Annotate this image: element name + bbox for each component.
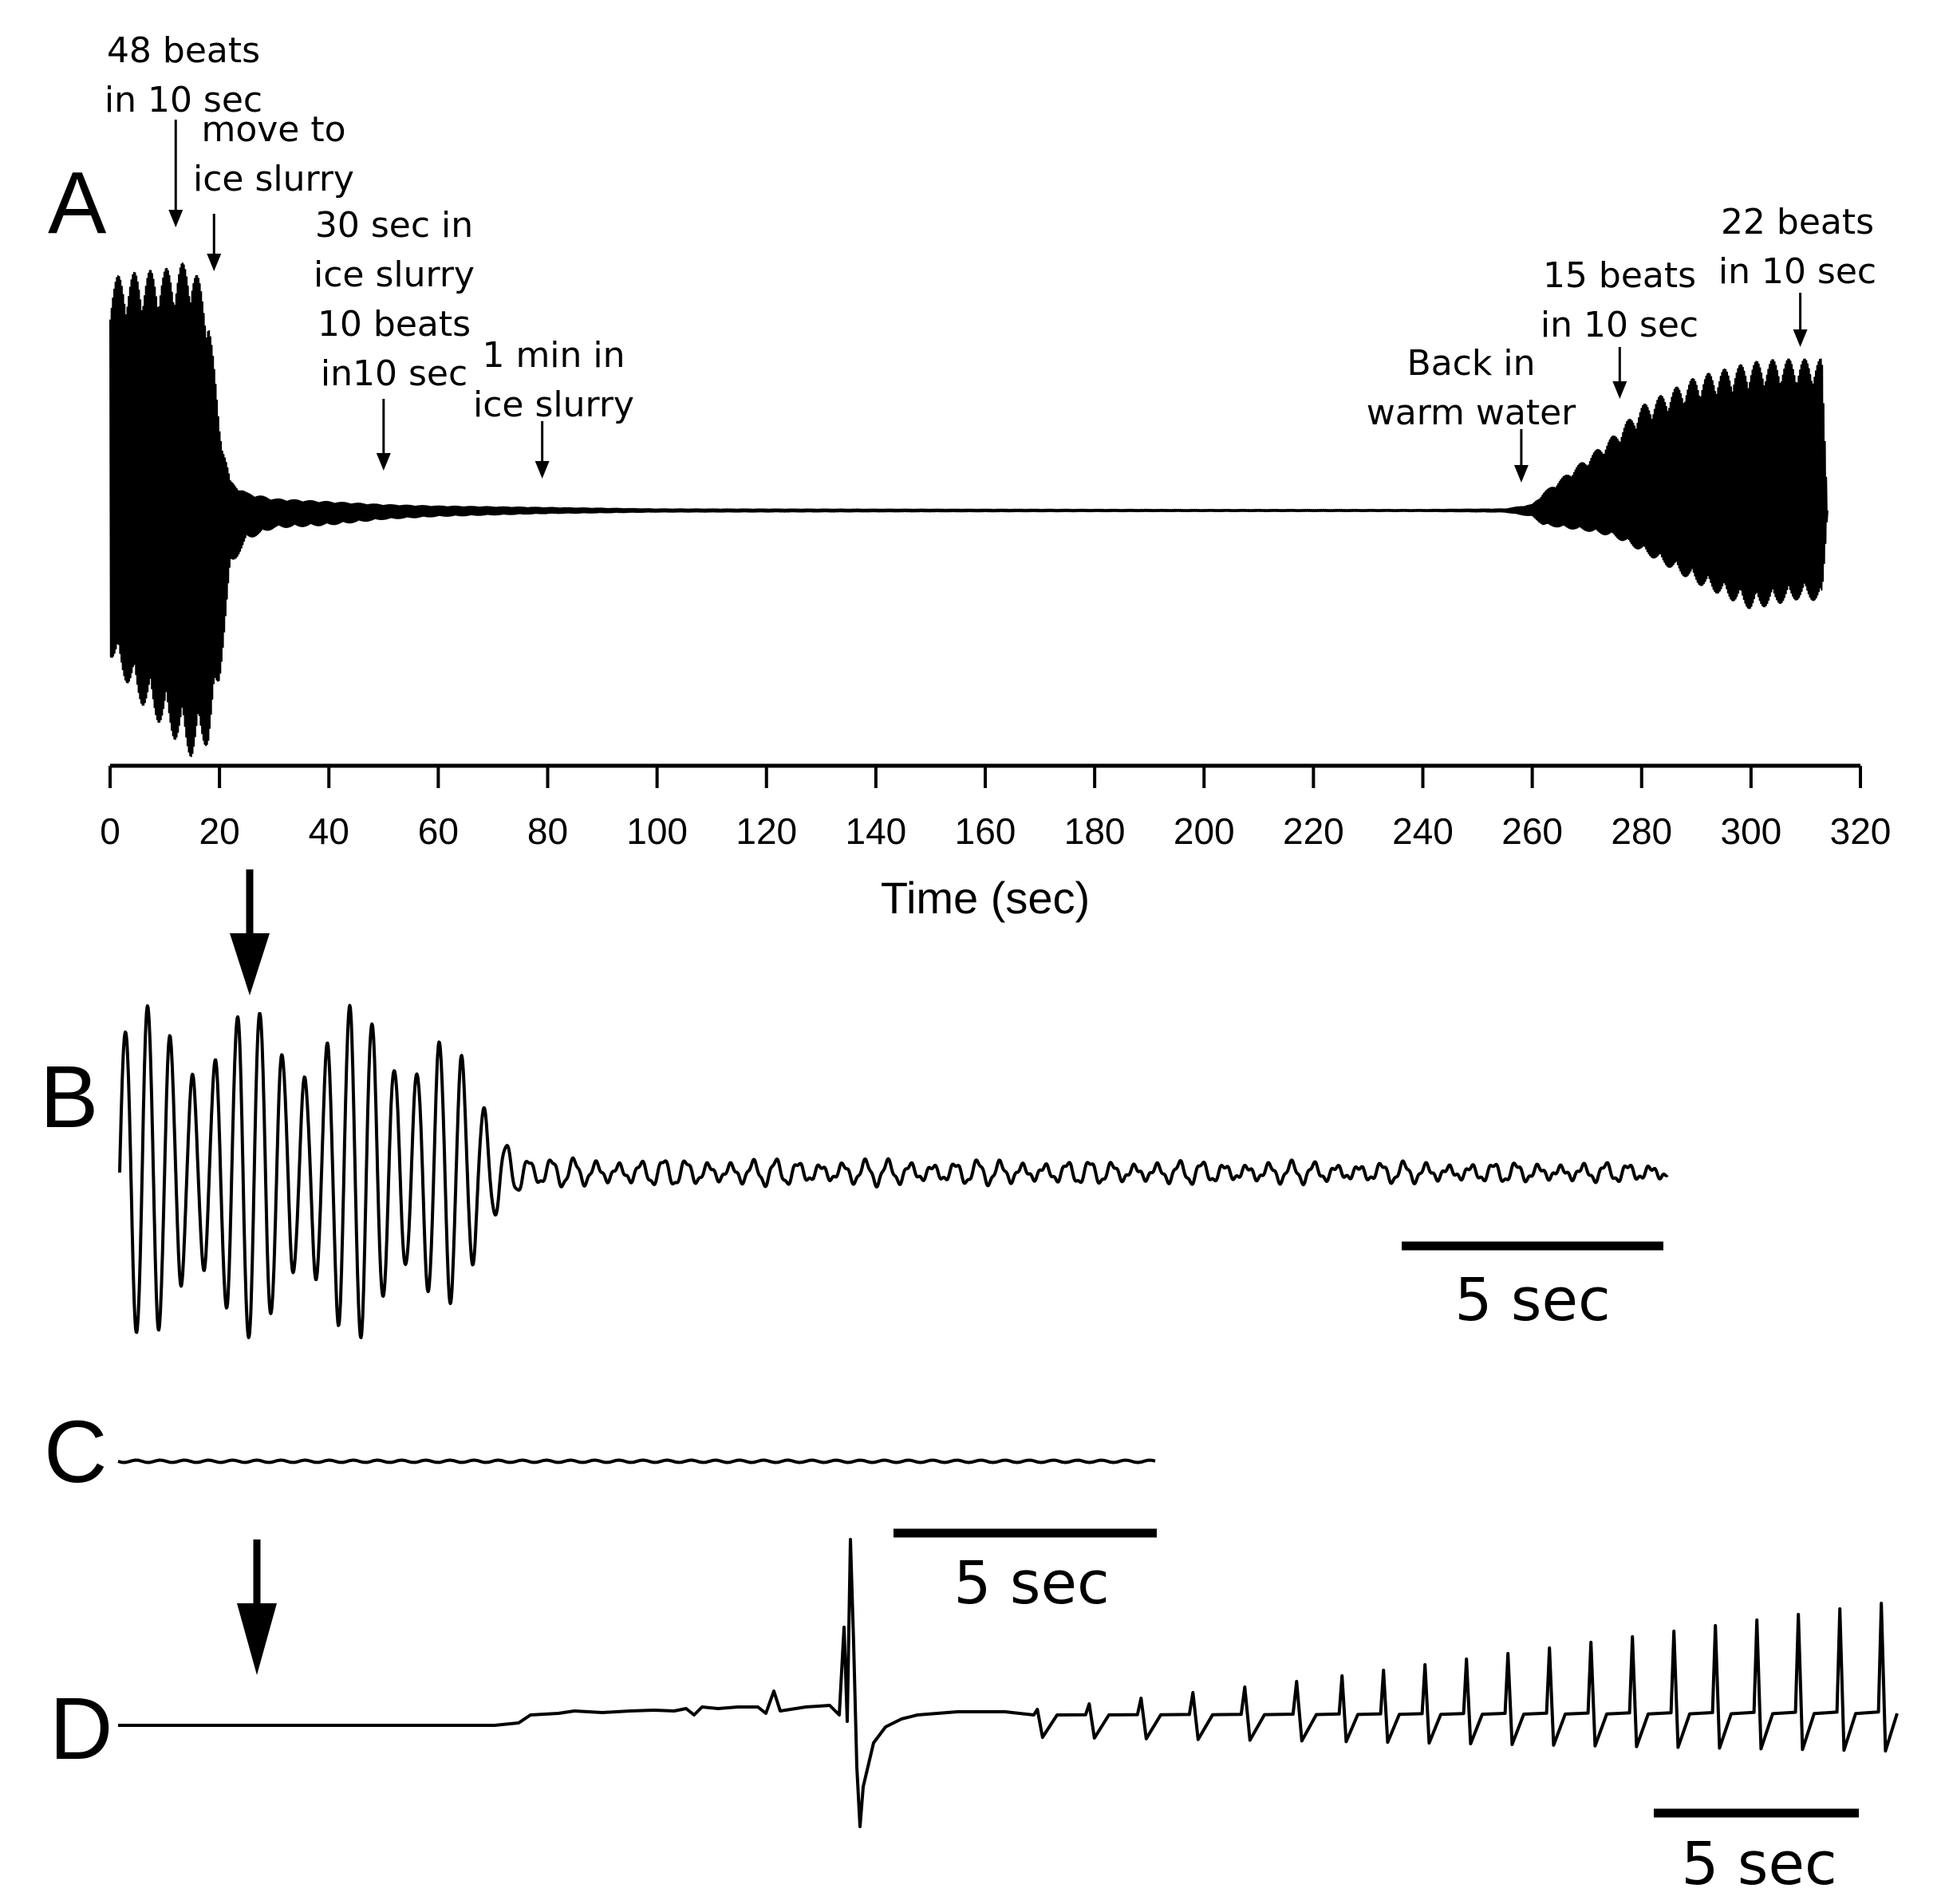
panel-a-annotation: 1 min in ice slurry [473, 335, 634, 479]
panel-a-trace [109, 262, 1829, 758]
panel-a-annotation-text: 1 min in [482, 335, 625, 376]
panel-d-trace [118, 1538, 1899, 1828]
panel-a-annotation-text: 30 sec in [315, 205, 473, 246]
panel-a-annotation-arrowhead [376, 453, 391, 471]
panel-b-scale-label: 5 sec [1454, 1266, 1610, 1334]
panel-a-annotation: 15 beats in 10 sec [1541, 255, 1698, 399]
panel-a-annotation-arrowhead [168, 210, 183, 227]
panel-a-annotation-text: 10 beats [318, 304, 471, 345]
panel-letter-a: A [48, 154, 107, 252]
panel-a-annotation-text: in 10 sec [1541, 305, 1698, 345]
panel-a-annotation-arrowhead [1513, 465, 1529, 483]
panel-a-tick-label: 260 [1501, 810, 1563, 852]
panel-a-annotation: 22 beats in 10 sec [1718, 202, 1876, 347]
panel-a-annotation-text: ice slurry [473, 384, 634, 425]
panel-a-tick-label: 320 [1830, 810, 1892, 852]
panel-a-tick-label: 0 [100, 810, 120, 852]
panel-a-x-axis: 0 20 40 60 80 100 120 140 160 180 200 220 240 260 280 3… [100, 763, 1891, 923]
panel-a-annotation-text: ice slurry [193, 159, 354, 199]
panel-a-annotation-text: 15 beats [1543, 255, 1696, 296]
panel-a-annotation-text: ice slurry [314, 254, 475, 295]
panel-c: C 5 sec [44, 1403, 1157, 1618]
panel-a-annotation-text: Back in [1407, 343, 1536, 384]
panel-a-tick-label: 20 [199, 810, 240, 852]
panel-a-annotation: move to ice slurry [193, 109, 354, 271]
panel-a-annotation-arrowhead [535, 461, 550, 479]
panel-a-annotation-text: in10 sec [321, 353, 467, 394]
panel-a-annotation-text: move to [201, 109, 345, 150]
panel-a-tick-label: 240 [1392, 810, 1454, 852]
panel-a-tick-label: 180 [1064, 810, 1126, 852]
panel-a-annotation: Back in warm water [1367, 343, 1576, 483]
panel-c-scale-label: 5 sec [953, 1549, 1109, 1618]
panel-a-tick-label: 280 [1611, 810, 1672, 852]
panel-a-annotation-text: in 10 sec [1718, 251, 1876, 292]
panel-b-marker-arrow [230, 869, 270, 995]
panel-a-annotation-arrowhead [1612, 381, 1627, 399]
panel-a-tick-label: 300 [1721, 810, 1782, 852]
panel-d-scale-label: 5 sec [1681, 1830, 1836, 1898]
panel-letter-d: D [49, 1680, 112, 1778]
panel-a-annotation-text: 48 beats [107, 30, 260, 71]
panel-a-tick-label: 40 [309, 810, 349, 852]
panel-d: D 5 sec [49, 1538, 1899, 1898]
panel-a-annotation-arrowhead [207, 254, 222, 271]
panel-a-tick-label: 140 [846, 810, 907, 852]
panel-letter-c: C [44, 1403, 107, 1501]
panel-b-trace [118, 1003, 1669, 1339]
panel-a-tick-label: 200 [1174, 810, 1235, 852]
panel-b: B 5 sec [40, 1003, 1669, 1339]
panel-a-tick-label: 120 [736, 810, 797, 852]
panel-a-tick-label: 220 [1283, 810, 1344, 852]
panel-d-marker-arrow [237, 1539, 277, 1675]
panel-a-tick-label: 100 [626, 810, 688, 852]
panel-a-tick-label: 160 [955, 810, 1016, 852]
panel-a-annotation: 30 sec in ice slurry 10 beats in10 sec [314, 205, 475, 471]
panel-a-annotation: 48 beats in 10 sec [105, 30, 262, 227]
panel-a-ticks: 0 20 40 60 80 100 120 140 160 180 200 220 240 260 280 3… [100, 766, 1891, 852]
panel-a-tick-label: 60 [418, 810, 459, 852]
panel-a-annotation-text: 22 beats [1721, 202, 1874, 242]
panel-letter-b: B [40, 1048, 98, 1146]
panel-a-annotation-text: in 10 sec [105, 80, 262, 120]
panel-a-annotation-arrowhead [1793, 329, 1808, 347]
panel-a-annotation-text: warm water [1367, 392, 1576, 433]
panel-c-trace [117, 1458, 1156, 1464]
panel-a-tick-label: 80 [527, 810, 568, 852]
panel-a-x-axis-title: Time (sec) [881, 873, 1090, 923]
